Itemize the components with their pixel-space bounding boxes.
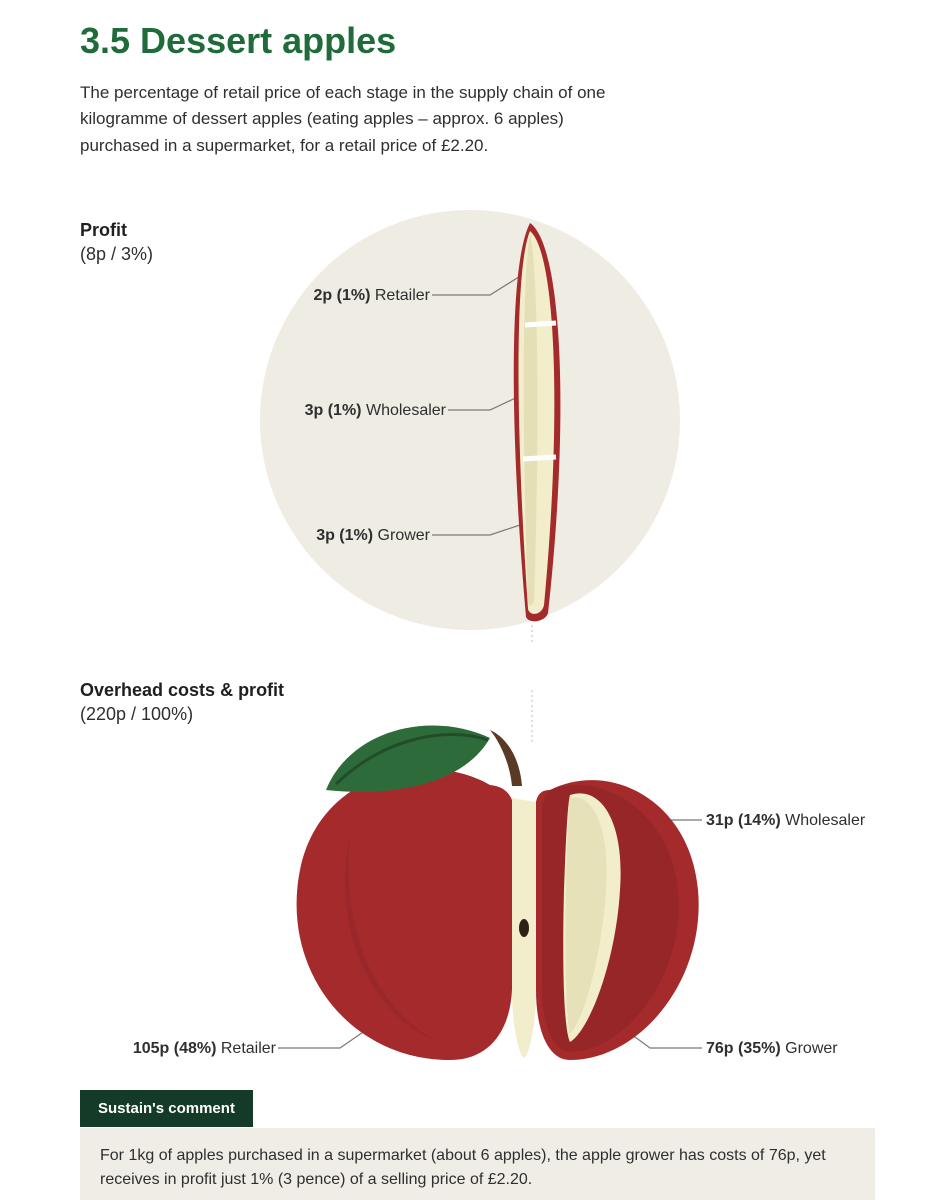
overhead-retailer-name: Retailer bbox=[216, 1040, 276, 1057]
overhead-grower-name: Grower bbox=[781, 1040, 839, 1057]
svg-text:2p (1%) Retailer: 2p (1%) Retailer bbox=[314, 287, 431, 304]
overhead-diagram: 105p (48%) Retailer 76p (35%) Grower 31p… bbox=[130, 690, 870, 1090]
profit-grower-name: Grower bbox=[373, 527, 431, 544]
svg-text:3p (1%) Wholesaler: 3p (1%) Wholesaler bbox=[305, 402, 447, 419]
profit-wholesaler-value: 3p (1%) bbox=[305, 402, 362, 419]
profit-subheading: (8p / 3%) bbox=[80, 244, 153, 265]
apple-icon bbox=[297, 726, 699, 1060]
overhead-wholesaler-name: Wholesaler bbox=[781, 812, 866, 829]
page: 3.5 Dessert apples The percentage of ret… bbox=[0, 0, 952, 1200]
profit-retailer-value: 2p (1%) bbox=[314, 287, 371, 304]
svg-text:105p (48%) Retailer: 105p (48%) Retailer bbox=[133, 1040, 277, 1057]
svg-text:3p (1%) Grower: 3p (1%) Grower bbox=[316, 527, 430, 544]
profit-retailer-name: Retailer bbox=[370, 287, 430, 304]
profit-grower-value: 3p (1%) bbox=[316, 527, 373, 544]
overhead-grower-value: 76p (35%) bbox=[706, 1040, 781, 1057]
profit-wholesaler-name: Wholesaler bbox=[362, 402, 447, 419]
intro-text: The percentage of retail price of each s… bbox=[80, 80, 640, 159]
comment-body: For 1kg of apples purchased in a superma… bbox=[80, 1128, 875, 1200]
overhead-wholesaler-value: 31p (14%) bbox=[706, 812, 781, 829]
svg-text:76p (35%) Grower: 76p (35%) Grower bbox=[706, 1040, 838, 1057]
svg-text:31p (14%) Wholesaler: 31p (14%) Wholesaler bbox=[706, 812, 866, 829]
profit-heading: Profit bbox=[80, 220, 127, 241]
comment-tab: Sustain's comment bbox=[80, 1090, 253, 1127]
overhead-retailer-value: 105p (48%) bbox=[133, 1040, 217, 1057]
page-title: 3.5 Dessert apples bbox=[80, 20, 396, 62]
profit-diagram: 2p (1%) Retailer 3p (1%) Wholesaler 3p (… bbox=[230, 205, 750, 645]
